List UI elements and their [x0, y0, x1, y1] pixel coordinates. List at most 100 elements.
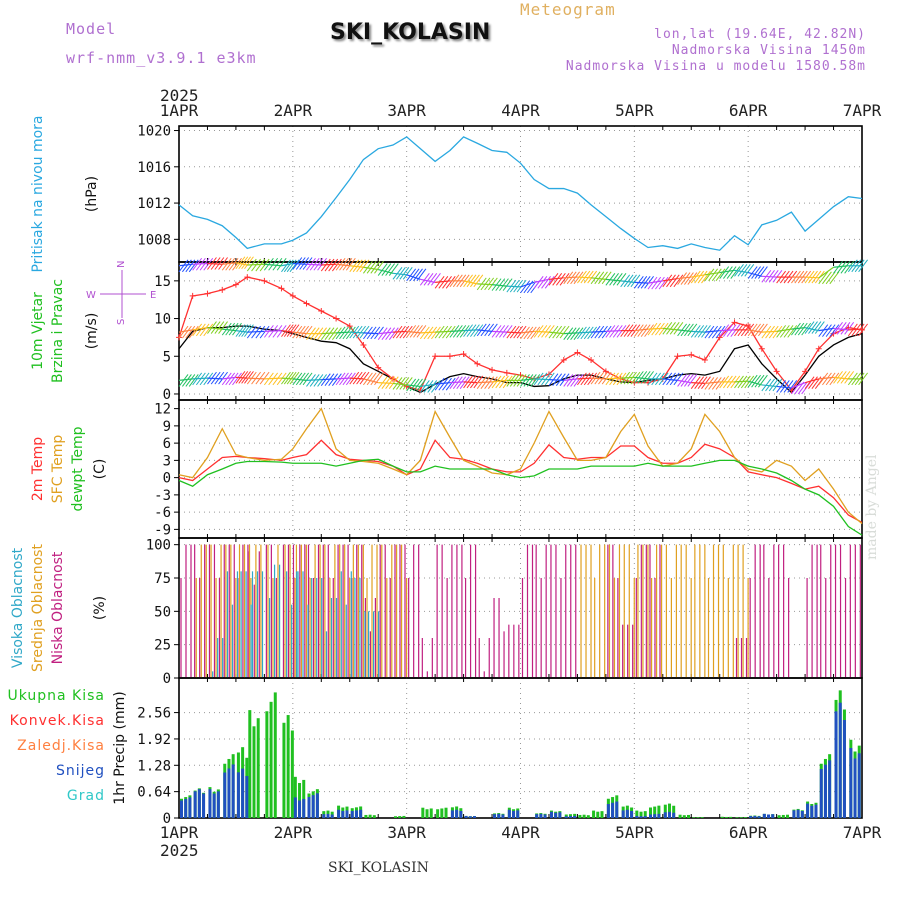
wind-barb [178, 325, 189, 339]
wind-barb [402, 267, 413, 280]
wind-barb-shaft [264, 377, 282, 380]
wind-barb [283, 324, 294, 337]
wind-barb [359, 325, 370, 339]
wind-barb [715, 268, 726, 282]
wind-barb-shaft [591, 330, 606, 333]
precip-bar-snijeg [539, 813, 543, 818]
wind-barb-shaft [281, 377, 293, 380]
wind-barb [814, 321, 825, 334]
wind-barb [751, 374, 761, 388]
wind-barb [423, 380, 434, 393]
gust-marker [617, 375, 624, 382]
gust-marker [574, 349, 581, 356]
wind-barb [747, 266, 758, 279]
wind-barb [214, 321, 225, 334]
precip-legend-label: Zaledj.Kisa [17, 738, 105, 754]
precip-bar-snijeg [241, 768, 245, 818]
wind-barb [513, 325, 524, 339]
wind-barb [427, 380, 438, 393]
gust-marker [333, 315, 340, 322]
precip-bar-snijeg [184, 798, 188, 818]
precip-bar-ukupna-kisa [735, 817, 739, 818]
wind-barb [331, 258, 342, 272]
wind-barb-shaft [207, 377, 223, 380]
wind-barb [598, 271, 608, 285]
precip-bar-snijeg [834, 711, 838, 818]
wind-barb-shaft [833, 376, 849, 380]
mid-cloud-axis-title: Srednja Oblacnost [30, 544, 46, 672]
precip-bar-ukupna-kisa [686, 814, 690, 818]
wind-barb [730, 266, 741, 279]
time-label-top: 1APR [160, 101, 199, 120]
wind-barb [473, 324, 484, 337]
wind-barb-shaft [392, 330, 407, 333]
wind-barb [238, 324, 249, 337]
y-tick-label: 25 [154, 638, 171, 654]
wind-barb [244, 256, 254, 270]
precip-bar-ukupna-kisa [739, 817, 743, 818]
wind-barb [658, 276, 669, 290]
wind-barb-shaft [321, 378, 337, 381]
wind-barb-shaft [563, 332, 578, 335]
wind-barb [487, 323, 498, 337]
wind-barb [259, 325, 270, 339]
wind-barb [423, 273, 434, 286]
wind-barb [259, 371, 270, 385]
precip-bar-ukupna-kisa [265, 711, 269, 818]
wind-barb-shaft [833, 327, 849, 331]
wind-legend-east: E [150, 290, 156, 301]
wind-barb [409, 268, 420, 282]
wind-barb [583, 270, 594, 284]
wind-barb [480, 323, 491, 337]
wind-barb [711, 377, 722, 390]
wind-barb-shaft [605, 377, 621, 380]
wind-barb [342, 372, 353, 386]
wind-barb [836, 322, 847, 335]
wind-barb-shaft [192, 377, 208, 380]
wind-barb [704, 268, 715, 282]
wind-barb [402, 377, 413, 390]
precip-bar-ukupna-kisa [667, 803, 671, 818]
wind-barb-shaft [235, 262, 248, 266]
wind-barb [559, 325, 570, 339]
wind-barb [228, 257, 239, 271]
wind-barb [541, 325, 551, 338]
precip-bar-snijeg [657, 813, 661, 818]
wind-barb [701, 325, 711, 338]
precip-bar-snijeg [468, 816, 472, 818]
precip-bar-snijeg [193, 791, 197, 818]
panel-frame [178, 677, 863, 819]
wind-barb-shaft [591, 377, 606, 380]
wind-barb [566, 374, 577, 387]
wind-barb [470, 274, 480, 288]
y-tick-label: 0 [163, 387, 171, 403]
wind-barb-shaft [306, 263, 322, 266]
wind-barb [768, 378, 779, 392]
wind-barb-shaft [321, 332, 337, 335]
precip-bar-snijeg [648, 814, 652, 818]
precip-bar-ukupna-kisa [643, 811, 647, 818]
wind-barb [359, 371, 370, 385]
precip-bar-ukupna-kisa [657, 805, 661, 818]
wind-barb [244, 371, 254, 384]
gust-marker [232, 281, 239, 288]
wind-barb [188, 325, 199, 339]
precip-bar-ukupna-kisa [729, 816, 733, 818]
year-label-top: 2025 [160, 86, 199, 105]
wind-barb [438, 276, 449, 289]
wind-barb [218, 371, 228, 385]
pressure-axis-title: Pritisak na nivou mora [30, 115, 46, 272]
precip-bar-snijeg [767, 814, 771, 818]
wind-barb [526, 326, 537, 340]
wind-barb [552, 325, 563, 339]
wind-barb [772, 378, 783, 392]
wind-barb [214, 371, 225, 385]
wind-barb [385, 327, 396, 340]
wind-barb [719, 266, 730, 279]
wind-barb [502, 325, 513, 338]
wind-barb-shaft [634, 376, 649, 380]
y-tick-label: 1008 [137, 232, 171, 248]
series-line-2m-temp [178, 439, 863, 524]
wind-barb [854, 323, 865, 337]
